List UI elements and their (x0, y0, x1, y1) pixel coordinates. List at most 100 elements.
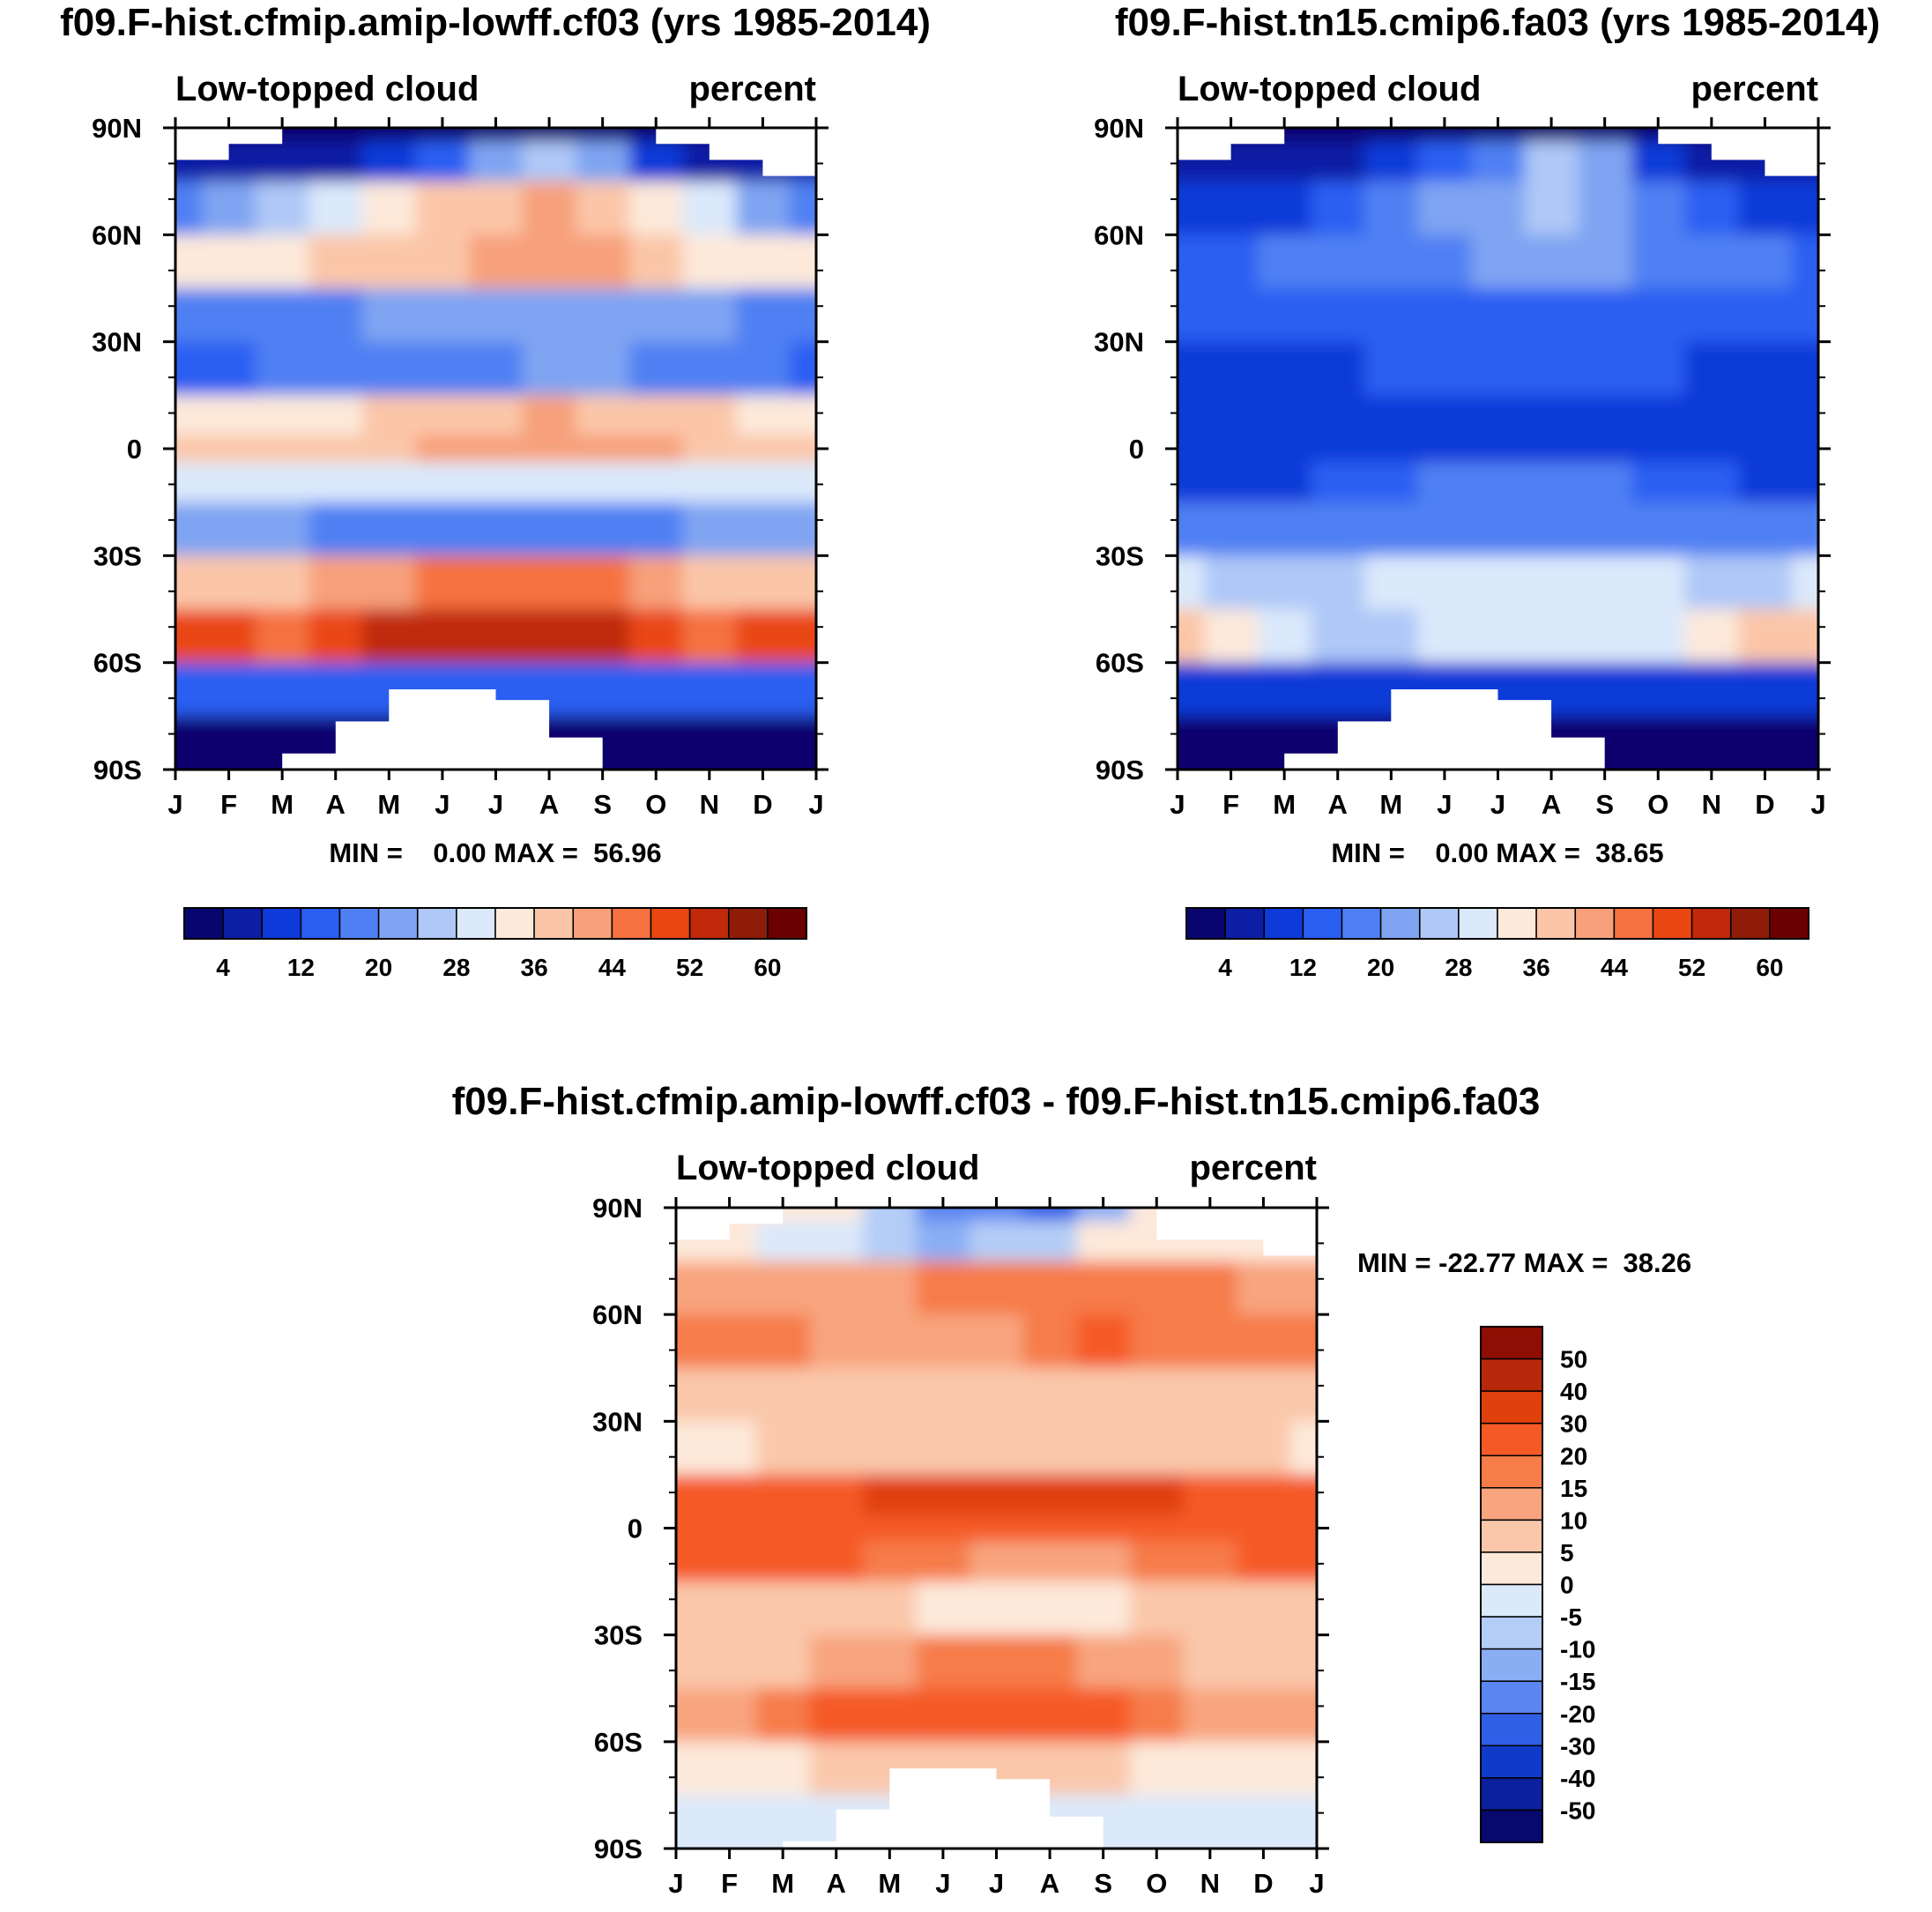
heatmap-cell (1311, 502, 1366, 557)
panel-control: f09.F-hist.cfmip.amip-lowff.cf03 (yrs 19… (60, 1, 931, 981)
heatmap-cell (676, 1795, 704, 1836)
heatmap-cell (175, 755, 204, 770)
colorbar-swatch (1690, 907, 1732, 940)
heatmap-cell (789, 662, 816, 718)
heatmap-cell (629, 288, 684, 343)
heatmap-cell (255, 341, 310, 397)
heatmap-cell (1417, 555, 1473, 610)
heatmap-cell (1289, 1421, 1317, 1476)
heatmap-cell (1738, 234, 1793, 289)
heatmap-cell (1130, 1834, 1185, 1849)
colorbar-swatch (1480, 1713, 1543, 1747)
x-tick-label: A (326, 789, 346, 820)
heatmap-cell (1076, 1208, 1131, 1223)
x-tick-label: A (1328, 789, 1348, 820)
heatmap-cell (1791, 435, 1818, 464)
heatmap-cell (1076, 1634, 1131, 1690)
heatmap-cell (202, 435, 256, 464)
heatmap-cell (1130, 1421, 1185, 1476)
heatmap-cell (1257, 234, 1312, 289)
heatmap-cell (1417, 288, 1473, 343)
heatmap-cell (1578, 609, 1632, 664)
heatmap-cell (1738, 181, 1793, 236)
colorbar-swatch (456, 907, 496, 940)
colorbar-swatch (1480, 1551, 1543, 1586)
heatmap-cell (702, 1421, 757, 1476)
heatmap-cell (1204, 435, 1259, 464)
heatmap-cell (1178, 395, 1206, 436)
heatmap-cell (415, 181, 471, 236)
heatmap-cell (629, 234, 684, 289)
heatmap-cell (676, 1261, 704, 1316)
heatmap-cell (629, 341, 684, 397)
heatmap-cell (676, 1474, 704, 1516)
heatmap-cell (789, 234, 816, 289)
heatmap-cell (415, 462, 471, 503)
colorbar-label: 20 (1560, 1442, 1587, 1469)
heatmap-cell (202, 234, 256, 289)
heatmap-cell (362, 181, 417, 236)
colorbar-swatch (1224, 907, 1265, 940)
heatmap-cell (702, 1314, 757, 1369)
heatmap-cell (1022, 1421, 1078, 1476)
colorbar-swatch (1535, 907, 1576, 940)
heatmap-cell (682, 181, 738, 236)
heatmap-cell (1237, 1581, 1291, 1636)
heatmap-cell (1237, 1741, 1291, 1797)
heatmap-cell (1524, 555, 1579, 610)
colorbar-swatch (338, 907, 380, 940)
heatmap-cell (202, 755, 256, 770)
heatmap-cell (1471, 341, 1526, 397)
heatmap-cell (1022, 1688, 1078, 1743)
heatmap-cell (1738, 555, 1793, 610)
x-tick-label: F (721, 1868, 738, 1899)
heatmap-cell (809, 1541, 865, 1582)
heatmap-cell (255, 555, 310, 610)
colorbar-label: 15 (1560, 1475, 1587, 1502)
heatmap-cell (576, 435, 630, 464)
heatmap-cell (789, 288, 816, 343)
heatmap-cell (202, 662, 256, 718)
heatmap-cell (1471, 181, 1526, 236)
heatmap-cell (970, 1208, 1024, 1223)
heatmap-cell (1311, 341, 1366, 397)
heatmap-cell (1130, 1474, 1185, 1516)
panel-test: f09.F-hist.tn15.cmip6.fa03 (yrs 1985-201… (1094, 1, 1880, 981)
colorbar-swatch (1480, 1422, 1543, 1457)
heatmap-cell (1311, 181, 1366, 236)
heatmap-cell (362, 341, 417, 397)
heatmap-cell (629, 181, 684, 236)
heatmap-cell (1204, 462, 1259, 503)
heatmap-cell (702, 1367, 757, 1423)
heatmap-cell (522, 141, 577, 182)
heatmap-cell (1022, 1634, 1078, 1690)
heatmap-cell (1311, 234, 1366, 289)
heatmap-cell (809, 1421, 865, 1476)
heatmap-cell (863, 1541, 918, 1582)
heatmap-cell (1237, 1688, 1291, 1743)
colorbar-label: 44 (598, 954, 627, 981)
heatmap-cell (362, 128, 417, 143)
heatmap-cell (255, 141, 310, 182)
heatmap-cell (255, 716, 310, 757)
heatmap-cell (1578, 462, 1632, 503)
heatmap-cell (1417, 435, 1473, 464)
heatmap-cell (1524, 609, 1579, 664)
heatmap-cell (1631, 181, 1686, 236)
colorbar-swatch (533, 907, 574, 940)
heatmap-cell (255, 435, 310, 464)
heatmap-cell (1130, 1541, 1185, 1582)
heatmap-cell (916, 1314, 971, 1369)
heatmap-cell (1791, 755, 1818, 770)
heatmap-cell (1130, 1314, 1185, 1369)
heatmap-cell (175, 288, 204, 343)
heatmap-cell (916, 1221, 971, 1262)
heatmap-cell (469, 502, 524, 557)
heatmap-cell (175, 234, 204, 289)
heatmap-cell (469, 288, 524, 343)
heatmap-cell (1417, 609, 1473, 664)
heatmap-cell (1289, 1688, 1317, 1743)
heatmap-cell (1257, 141, 1312, 182)
heatmap-cell (1204, 609, 1259, 664)
